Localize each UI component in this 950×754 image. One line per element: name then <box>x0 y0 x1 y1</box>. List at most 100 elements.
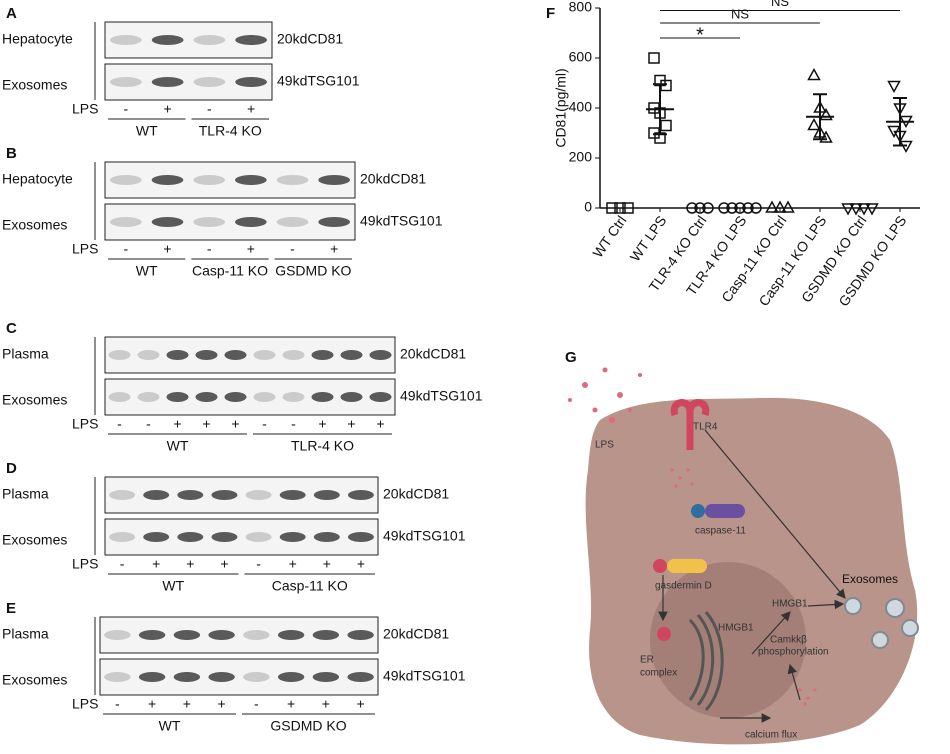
band <box>347 672 374 682</box>
point <box>742 202 754 214</box>
label: phosphorylation <box>758 647 829 658</box>
band <box>109 490 136 500</box>
lane-sign: - <box>117 416 122 432</box>
band <box>138 672 166 682</box>
band <box>276 217 309 227</box>
band-label: 49kdTSG101 <box>360 213 443 229</box>
band <box>195 392 218 402</box>
lane-sign: + <box>173 416 181 432</box>
band <box>110 35 142 45</box>
band <box>347 532 374 542</box>
lane-sign: - <box>254 696 259 712</box>
band <box>151 77 184 87</box>
band <box>224 350 247 360</box>
row-label: Exosomes <box>2 392 67 408</box>
lane-sign: + <box>152 556 160 572</box>
band <box>208 672 235 682</box>
row-label: Exosomes <box>2 77 67 93</box>
band <box>137 392 160 402</box>
point <box>622 202 634 214</box>
band <box>318 175 350 185</box>
label: Exosomes <box>842 572 898 586</box>
lane-sign: - <box>256 556 261 572</box>
band <box>151 175 184 185</box>
lane-sign: + <box>357 556 365 572</box>
label: calcium flux <box>745 730 797 741</box>
lane-sign: + <box>247 241 255 257</box>
point <box>660 119 672 132</box>
band <box>173 672 201 682</box>
band <box>340 350 363 360</box>
point <box>819 130 833 143</box>
band <box>312 672 340 682</box>
band <box>151 35 184 45</box>
group-label: WT <box>136 123 158 139</box>
band-label: 20kdCD81 <box>383 486 449 502</box>
band-label: 20kdCD81 <box>383 626 449 642</box>
group-label: TLR-4 KO <box>291 438 354 454</box>
band <box>177 532 204 542</box>
panel-label: G <box>565 349 577 366</box>
lane-sign: + <box>218 696 226 712</box>
band <box>313 490 340 500</box>
band <box>235 175 267 185</box>
group-label: Casp-11 KO <box>192 263 268 279</box>
lane-sign: + <box>183 696 191 712</box>
band-label: 49kdTSG101 <box>383 528 466 544</box>
band <box>243 672 270 682</box>
panel-label: D <box>6 460 17 477</box>
group-label: GSDMD KO <box>270 718 346 734</box>
treatment-label: LPS <box>72 556 98 572</box>
band <box>208 630 235 640</box>
band <box>347 630 374 640</box>
label: HMGB1 <box>718 623 754 634</box>
comparison-label: * <box>696 24 704 46</box>
lane-sign: - <box>115 696 120 712</box>
lane-sign: + <box>220 556 228 572</box>
band <box>311 392 334 402</box>
gasdermin-head <box>653 559 667 573</box>
comparison-label: NS <box>771 0 789 9</box>
band <box>224 392 247 402</box>
band <box>245 490 272 500</box>
band <box>193 77 226 87</box>
group-label: WT <box>136 263 158 279</box>
band <box>235 77 267 87</box>
lane-sign: + <box>247 101 255 117</box>
label: LPS <box>595 440 614 451</box>
label: TLR4 <box>693 422 718 433</box>
band <box>253 350 276 360</box>
lane-sign: - <box>123 241 128 257</box>
band <box>110 217 142 227</box>
band <box>312 630 340 640</box>
panel-label: E <box>6 600 16 617</box>
band <box>313 532 340 542</box>
row-label: Hepatocyte <box>2 31 73 47</box>
row-label: Plasma <box>2 626 49 642</box>
band <box>177 490 204 500</box>
lane-sign: + <box>318 416 326 432</box>
lane-sign: + <box>322 696 330 712</box>
band <box>110 175 142 185</box>
lane-sign: + <box>347 416 355 432</box>
lane-sign: + <box>231 416 239 432</box>
point <box>849 203 863 216</box>
point <box>686 202 698 214</box>
band <box>340 392 363 402</box>
x-tick-label: WT Ctrl <box>589 213 629 261</box>
error-bar <box>813 93 827 141</box>
band <box>277 672 305 682</box>
lane-sign: + <box>164 101 172 117</box>
row-label: Exosomes <box>2 672 67 688</box>
treatment-label: LPS <box>72 101 98 117</box>
band <box>282 392 305 402</box>
row-label: Plasma <box>2 486 49 502</box>
band-label: 20kdCD81 <box>400 346 466 362</box>
point <box>773 200 787 213</box>
group-label: Casp-11 KO <box>272 578 348 594</box>
x-tick-label: WT LPS <box>627 213 670 265</box>
band <box>243 630 270 640</box>
tlr4 <box>670 399 710 450</box>
band-label: 49kdTSG101 <box>277 73 360 89</box>
treatment-label: LPS <box>72 416 98 432</box>
